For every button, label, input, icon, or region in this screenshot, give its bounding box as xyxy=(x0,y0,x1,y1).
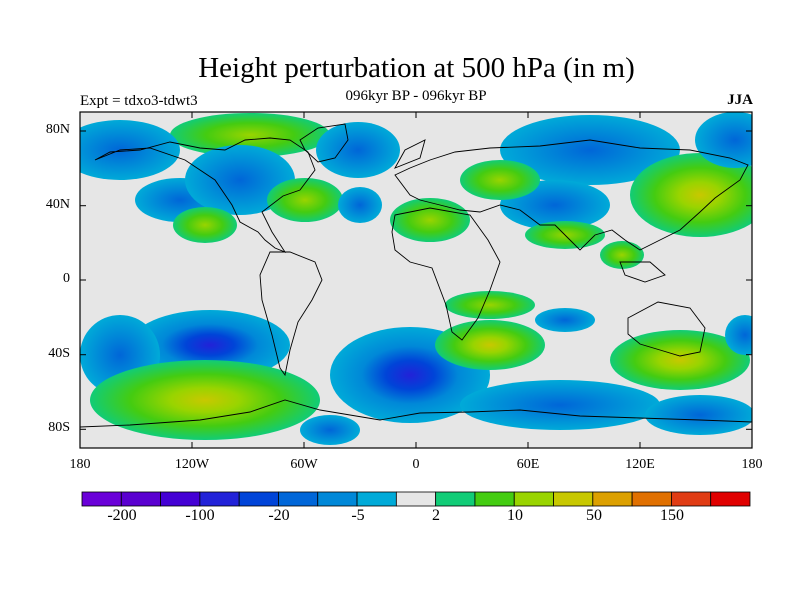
lat-tick-label: 40N xyxy=(45,197,70,212)
lat-tick-label: 40S xyxy=(48,346,70,361)
anomaly-negative xyxy=(316,122,400,178)
colorbar-swatch xyxy=(356,491,397,507)
colorbar-swatch xyxy=(81,491,122,507)
colorbar-tick-label: -20 xyxy=(268,507,290,524)
anomaly-negative xyxy=(645,395,752,435)
anomaly-positive xyxy=(600,241,644,269)
colorbar-tick-label: -5 xyxy=(351,507,365,524)
colorbar-tick-label: -100 xyxy=(185,507,215,524)
colorbar-swatch xyxy=(553,491,594,507)
colorbar-swatch xyxy=(160,491,201,507)
coastlines xyxy=(80,123,752,428)
lat-tick-label: 0 xyxy=(63,271,70,286)
colorbar-tick-label: 10 xyxy=(507,507,523,524)
colorbar-swatch xyxy=(710,491,751,507)
anomaly-positive xyxy=(610,330,750,390)
colorbar-tick-label: 50 xyxy=(586,507,602,524)
anomaly-positive xyxy=(630,153,752,237)
colorbar-tick-label: 2 xyxy=(432,507,440,524)
colorbar-swatch xyxy=(278,491,319,507)
lon-tick-label: 0 xyxy=(412,457,420,472)
colorbar-swatch xyxy=(120,491,161,507)
anomaly-negative xyxy=(338,187,382,223)
colorbar-swatch xyxy=(238,491,279,507)
anomaly-positive xyxy=(267,178,343,222)
anomaly-positive xyxy=(445,291,535,319)
lat-tick-label: 80S xyxy=(48,420,70,435)
lat-tick-label: 80N xyxy=(45,122,70,137)
colorbar-swatch xyxy=(474,491,515,507)
colorbar-swatch xyxy=(513,491,554,507)
anomaly-negative xyxy=(535,308,595,332)
colorbar-swatch xyxy=(592,491,633,507)
anomaly-positive xyxy=(170,113,330,157)
map-field xyxy=(80,112,752,448)
anomaly-positive xyxy=(173,207,237,243)
colorbar-swatch xyxy=(199,491,240,507)
lon-tick-label: 180 xyxy=(741,457,763,472)
colorbar-swatch xyxy=(435,491,476,507)
colorbar xyxy=(81,491,751,507)
colorbar-swatch xyxy=(671,491,712,507)
lon-tick-label: 60W xyxy=(290,457,318,472)
colorbar-tick-label: -200 xyxy=(107,507,137,524)
anomaly-positive xyxy=(460,160,540,200)
colorbar-swatch xyxy=(395,491,437,507)
subtitle: 096kyr BP - 096kyr BP xyxy=(345,88,487,104)
anomaly-negative xyxy=(500,115,680,185)
anomaly-positive xyxy=(435,320,545,370)
colorbar-swatch xyxy=(631,491,672,507)
lon-tick-label: 60E xyxy=(516,457,540,472)
colorbar-swatch xyxy=(317,491,358,507)
anomaly-positive xyxy=(90,360,320,440)
axis-ticks xyxy=(80,112,752,448)
anomaly-negative xyxy=(300,415,360,445)
anomaly-positive xyxy=(390,198,470,242)
anomaly-negative xyxy=(80,120,180,180)
colorbar-tick-label: 150 xyxy=(660,507,684,524)
lon-tick-label: 120W xyxy=(174,457,210,472)
anomaly-negative xyxy=(725,315,752,355)
lon-tick-label: 180 xyxy=(69,457,91,472)
chart-title: Height perturbation at 500 hPa (in m) xyxy=(198,52,635,84)
anomaly-negative xyxy=(460,380,660,430)
lon-tick-label: 120E xyxy=(625,457,655,472)
season-label: JJA xyxy=(727,92,753,108)
experiment-label: Expt = tdxo3-tdwt3 xyxy=(80,93,198,109)
